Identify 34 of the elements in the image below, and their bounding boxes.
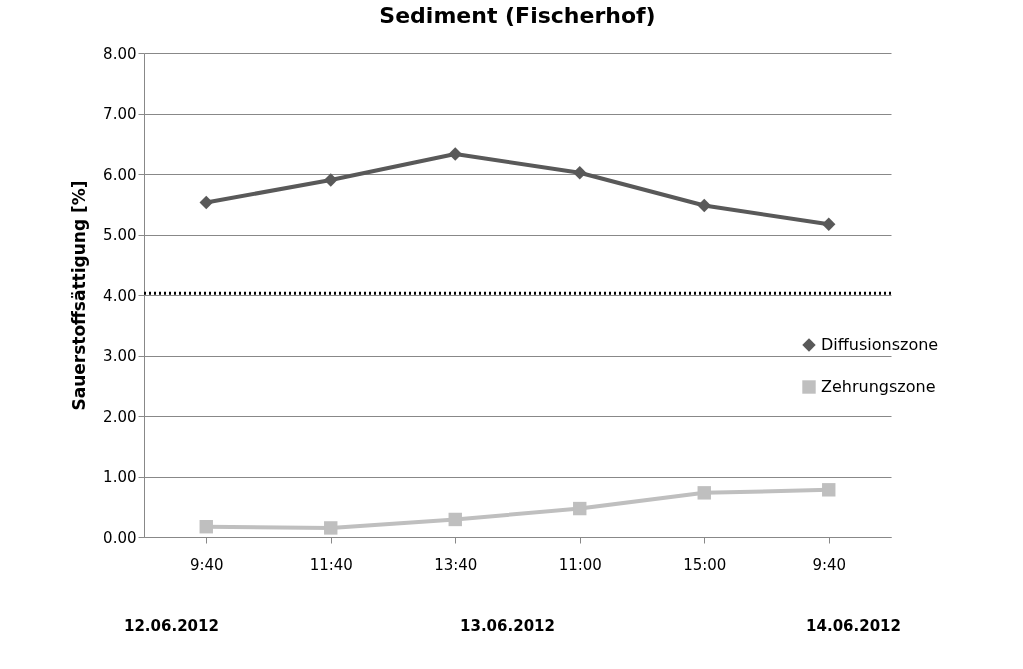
point xyxy=(324,521,338,535)
point xyxy=(822,217,836,231)
point xyxy=(199,195,213,210)
x-tick-label: 11:40 xyxy=(309,555,353,574)
x-tick-label: 9:40 xyxy=(812,555,847,574)
point xyxy=(697,198,711,213)
point xyxy=(448,147,462,161)
x-tick-label: 13:40 xyxy=(434,555,478,574)
y-tick-label: 2.00 xyxy=(103,407,137,426)
text: 12.06.2012 xyxy=(124,617,219,635)
x-tick-label: 15:00 xyxy=(683,555,727,574)
y-tick-label: 7.00 xyxy=(103,105,137,123)
legend-label: Diffusionszone xyxy=(821,335,939,354)
legend-label: Zehrungszone xyxy=(821,377,936,396)
y-axis-title: Sauerstoffsättigung [%] xyxy=(69,180,90,411)
y-tick-label: 0.00 xyxy=(103,528,137,547)
y-tick-label: 3.00 xyxy=(103,347,137,365)
y-tick-label: 5.00 xyxy=(103,226,137,244)
text: 13.06.2012 xyxy=(460,617,555,635)
y-tick-label: 1.00 xyxy=(103,468,137,486)
y-tick-label: 8.00 xyxy=(103,44,137,63)
point xyxy=(573,166,587,180)
point xyxy=(822,483,836,497)
text: 14.06.2012 xyxy=(806,617,901,635)
y-tick-label: 4.00 xyxy=(103,286,137,305)
chart-title: Sediment (Fischerhof) xyxy=(379,3,656,28)
point xyxy=(448,512,462,527)
x-tick-label: 9:40 xyxy=(189,555,224,574)
x-tick-label: 11:00 xyxy=(558,555,602,574)
point xyxy=(573,501,587,516)
point xyxy=(324,173,338,187)
y-tick-label: 6.00 xyxy=(103,165,137,184)
point xyxy=(697,486,711,500)
point xyxy=(199,520,213,534)
